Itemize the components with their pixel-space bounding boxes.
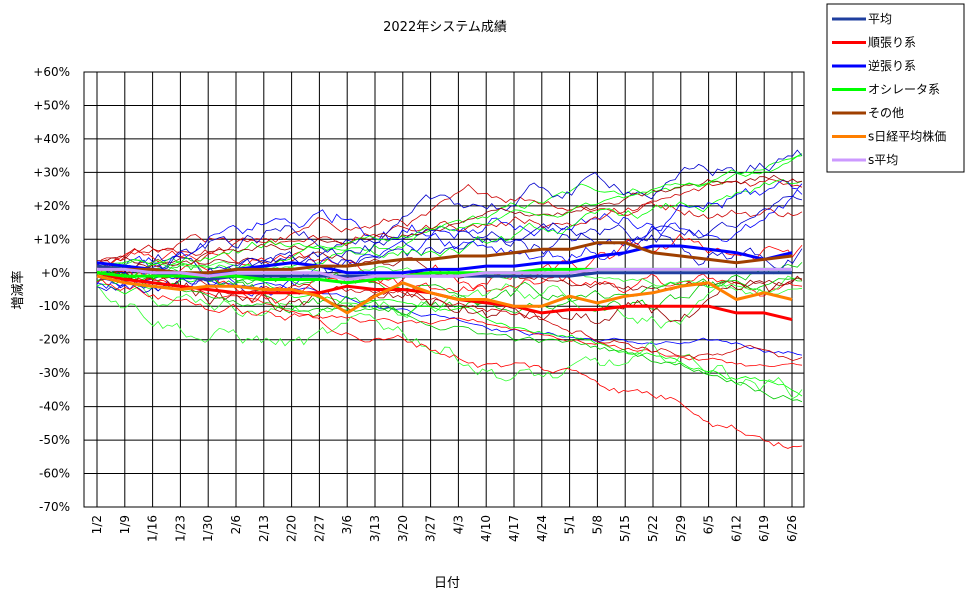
- background-series-line: [96, 276, 803, 356]
- y-tick-label: -40%: [39, 400, 70, 414]
- x-tick-label: 4/3: [451, 515, 465, 534]
- y-tick-label: -60%: [39, 467, 70, 481]
- legend-label-1: 順張り系: [868, 36, 916, 50]
- y-tick-label: -10%: [39, 299, 70, 313]
- background-series-line: [96, 155, 803, 273]
- background-series-line: [96, 179, 803, 279]
- chart-title: 2022年システム成績: [383, 20, 507, 35]
- x-tick-label: 6/19: [757, 515, 771, 542]
- x-tick-label: 4/17: [507, 515, 521, 542]
- x-tick-label: 5/29: [674, 515, 688, 542]
- legend-label-2: 逆張り系: [868, 58, 916, 73]
- x-tick-label: 2/6: [229, 515, 243, 534]
- x-tick-label: 6/26: [785, 515, 799, 542]
- y-tick-label: -50%: [39, 433, 70, 447]
- legend-label-6: s平均: [868, 153, 898, 167]
- y-axis-label: 増減率: [10, 270, 26, 309]
- y-tick-label: -70%: [39, 500, 70, 514]
- background-series-line: [96, 149, 803, 278]
- series-line-6: [97, 267, 792, 281]
- x-axis-label: 日付: [434, 576, 460, 591]
- x-tick-label: 5/22: [646, 515, 660, 542]
- series-lines: [96, 241, 793, 322]
- legend-label-4: その他: [868, 106, 904, 120]
- x-axis: 1/2 1/9 1/16 1/23 1/30 2/6 2/13 2/20 2/27 3/6 3/13…: [90, 515, 799, 542]
- y-tick-label: -20%: [39, 333, 70, 347]
- y-tick-label: +60%: [33, 65, 70, 79]
- background-series: [96, 149, 803, 449]
- y-tick-label: +40%: [33, 132, 70, 146]
- y-axis: -70% -60% -50% -40% -30% -20% -10% +0% +10% +20% +…: [33, 65, 70, 514]
- y-tick-label: -30%: [39, 366, 70, 380]
- x-tick-label: 2/20: [285, 515, 299, 542]
- x-tick-label: 5/1: [563, 515, 577, 534]
- y-tick-label: +0%: [41, 266, 70, 280]
- background-series-line: [96, 285, 803, 400]
- series-line-4: [97, 241, 793, 275]
- x-tick-label: 2/27: [312, 515, 326, 542]
- x-tick-label: 6/12: [729, 515, 743, 542]
- y-tick-label: +20%: [33, 199, 70, 213]
- background-series-line: [96, 179, 803, 285]
- legend-label-3: オシレータ系: [868, 83, 940, 97]
- y-tick-label: +10%: [33, 232, 70, 246]
- x-tick-label: 6/5: [702, 515, 716, 534]
- x-tick-label: 3/20: [396, 515, 410, 542]
- x-tick-label: 4/10: [479, 515, 493, 542]
- series-line-5: [96, 274, 793, 315]
- x-tick-label: 1/30: [201, 515, 215, 542]
- x-tick-label: 1/23: [173, 515, 187, 542]
- x-tick-label: 5/8: [590, 515, 604, 534]
- x-tick-label: 4/24: [535, 515, 549, 542]
- background-series-line: [96, 278, 803, 449]
- x-tick-label: 2/13: [257, 515, 271, 542]
- x-tick-label: 3/13: [368, 515, 382, 542]
- legend-label-0: 平均: [868, 12, 892, 26]
- background-series-line: [96, 267, 803, 403]
- y-tick-label: +50%: [33, 98, 70, 112]
- x-tick-label: 1/9: [118, 515, 132, 534]
- y-tick-label: +30%: [33, 165, 70, 179]
- x-tick-label: 1/2: [90, 515, 104, 534]
- x-tick-label: 1/16: [146, 515, 160, 542]
- x-tick-label: 5/15: [618, 515, 632, 542]
- x-tick-label: 3/6: [340, 515, 354, 534]
- background-series-line: [96, 267, 803, 367]
- legend-label-5: s日経平均株価: [868, 129, 946, 144]
- x-tick-label: 3/27: [424, 515, 438, 542]
